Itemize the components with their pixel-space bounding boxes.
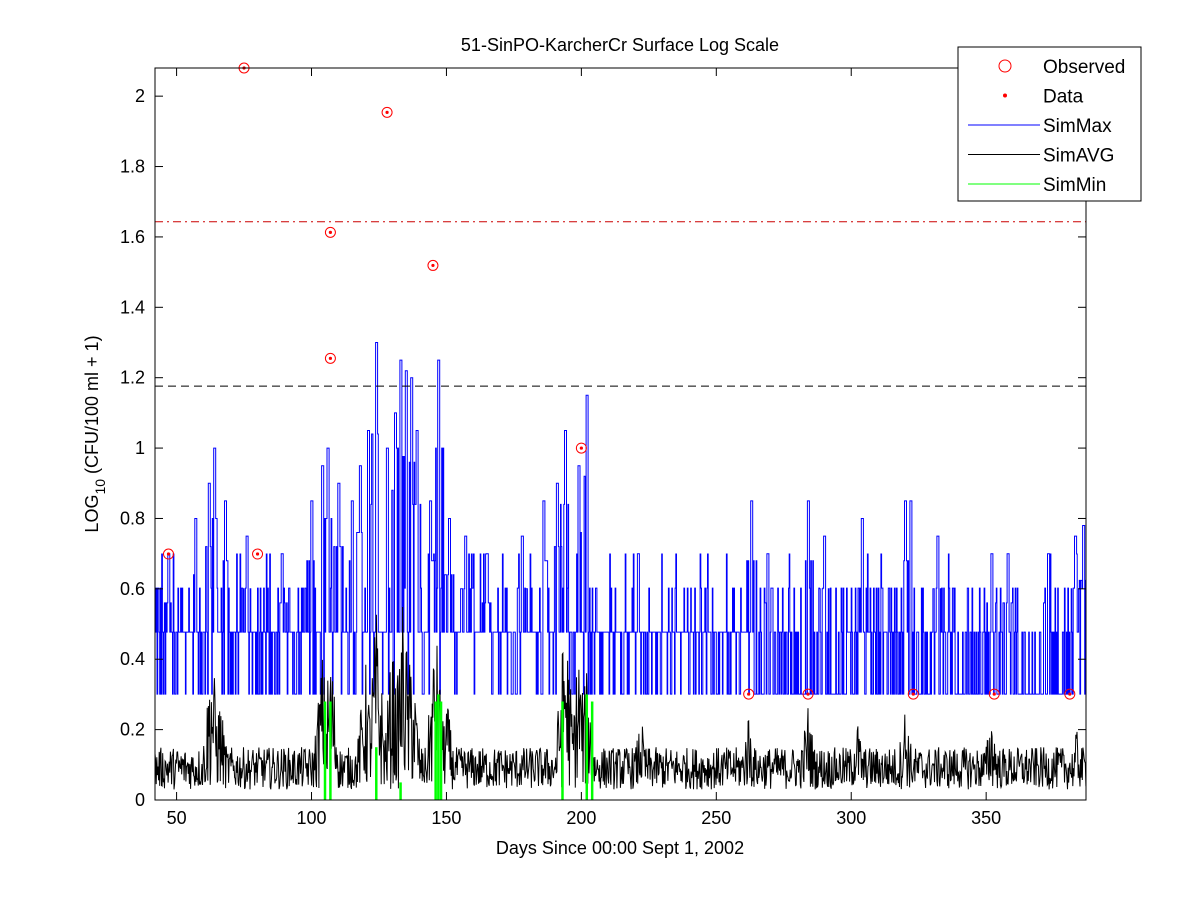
y-axis-label-main: LOG [82,495,102,533]
observed-marker [427,259,439,271]
y-tick-label: 0 [135,790,145,810]
x-tick-label: 200 [566,808,596,828]
legend-label: Data [1043,87,1084,108]
legend-entry-simmin: SimMin [968,175,1106,196]
x-tick-label: 250 [701,808,731,828]
y-tick-label: 0.4 [120,649,145,669]
x-tick-label: 50 [167,808,187,828]
observed-marker [381,106,393,118]
legend-label: Observed [1043,57,1125,78]
observed-marker [1064,688,1076,700]
data-marker [328,230,333,234]
observed-point [427,259,439,271]
legend-entry-simavg: SimAVG [968,146,1114,167]
observed-marker [252,548,264,560]
data-marker [328,356,333,360]
observed-marker [988,688,1000,700]
observed-point [162,548,174,560]
observed-point [802,688,814,700]
observed-point [381,106,393,118]
data-marker [385,110,389,114]
data-marker [579,446,583,450]
y-tick-label: 2 [135,86,145,106]
y-tick-label: 1.6 [120,227,145,247]
series-simavg [154,606,1087,790]
y-tick-label: 0.8 [120,508,145,528]
series-layer [154,342,1087,800]
reference-lines [155,221,1086,387]
x-axis-label: Days Since 00:00 Sept 1, 2002 [496,838,744,858]
observed-marker [162,548,174,560]
observed-marker [802,688,814,700]
plot-area [154,62,1087,800]
observed-point [575,442,587,454]
x-tick-label: 300 [836,808,866,828]
x-axis: 50 100 150 200 250 300 350 [167,68,1001,828]
y-axis-label-rest: (CFU/100 ml + 1) [82,335,102,479]
data-marker [911,692,915,696]
data-marker [992,692,996,696]
y-tick-label: 1 [135,438,145,458]
axes-frame [154,67,1087,801]
observed-point [324,226,336,238]
data-marker [1068,692,1072,696]
observed-marker [907,688,919,700]
data-marker [255,552,260,556]
legend-label: SimAVG [1043,146,1114,167]
y-tick-label: 0.6 [120,579,145,599]
observed-marker [324,226,336,238]
legend-swatch [998,59,1012,73]
x-tick-label: 350 [971,808,1001,828]
legend-entry-data: Data [1003,87,1084,108]
y-axis-label-subscript: 10 [92,479,108,495]
y-tick-label: 0.2 [120,720,145,740]
observed-point [252,548,264,560]
series-simmax [154,342,1087,695]
y-tick-label: 1.8 [120,157,145,177]
observed-point [324,352,336,364]
series-simmin [323,694,594,800]
data-marker [166,552,171,556]
observed-marker [743,688,755,700]
legend-box [957,46,1142,202]
observed-point [743,688,755,700]
legend-entry-observed: Observed [998,57,1125,78]
observed-point [907,688,919,700]
x-tick-label: 150 [431,808,461,828]
y-tick-label: 1.2 [120,368,145,388]
observed-marker [575,442,587,454]
legend: Observed Data SimMax SimAVG SimMin [957,46,1142,202]
x-tick-label: 100 [296,808,326,828]
observed-point [988,688,1000,700]
legend-label: SimMax [1043,116,1112,137]
observed-point [1064,688,1076,700]
legend-entry-simmax: SimMax [968,116,1112,137]
legend-swatch [1003,93,1007,98]
y-axis-label: LOG10 (CFU/100 ml + 1) [82,335,108,532]
data-marker [806,692,810,696]
legend-label: SimMin [1043,175,1106,196]
data-marker [431,263,435,268]
y-tick-label: 1.4 [120,297,145,317]
observed-marker [324,352,336,364]
chart-title: 51-SinPO-KarcherCr Surface Log Scale [461,35,779,55]
data-marker [747,692,751,696]
